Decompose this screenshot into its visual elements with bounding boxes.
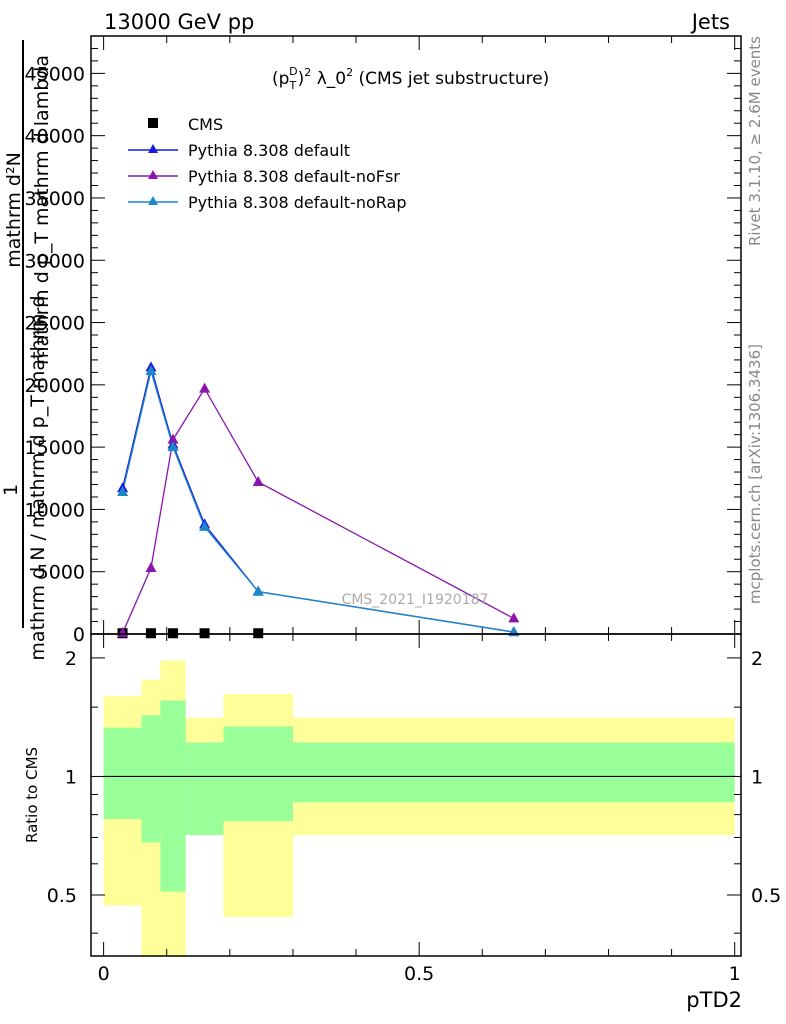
ratio-y-tick-label: 1 [65, 766, 77, 788]
ratio-y-tick-label-right: 0.5 [751, 885, 781, 907]
series-point-norap [167, 441, 179, 452]
series-line-norap [121, 368, 514, 633]
ratio-band-green [141, 715, 161, 843]
legend: CMS Pythia 8.308 default Pythia 8.308 de… [128, 115, 406, 212]
series-point-nofsr [252, 476, 264, 486]
main-plot-layer: 0 5000 10000 15000 20000 25000 30000 35000 40000… [25, 36, 741, 646]
series-point-norap [199, 520, 211, 531]
ratio-panel: 0.5 0.5 1 1 2 2 0 0.5 1 Ratio to CMS pTD2 [23, 633, 781, 1012]
ratio-y-tick-label-right: 2 [751, 648, 763, 670]
mcplots-label: mcplots.cern.ch [arXiv:1306.3436] [746, 344, 764, 604]
main-y-tick-label: 10000 [25, 499, 85, 521]
ratio-band-green [223, 726, 293, 822]
rivet-label: Rivet 3.1.10, ≥ 2.6M events [746, 36, 764, 246]
title-p: (p [272, 69, 289, 89]
title-close: ) [298, 69, 305, 89]
title-sq2: 2 [346, 66, 353, 79]
main-y-tick-label: 15000 [25, 437, 85, 459]
main-panel: 0 5000 10000 15000 20000 25000 30000 35000 40000… [0, 35, 742, 661]
ratio-y-label: Ratio to CMS [23, 747, 41, 843]
legend-label-nofsr: Pythia 8.308 default-noFsr [188, 167, 400, 186]
title-sq: 2 [304, 66, 311, 79]
ratio-y-tick-label-right: 1 [751, 766, 763, 788]
y-label-line-3: 1 [0, 484, 22, 496]
legend-label-default: Pythia 8.308 default [188, 141, 350, 160]
ratio-band-green [292, 742, 735, 803]
main-y-tick-label: 35000 [25, 188, 85, 210]
main-y-tick-label: 30000 [25, 250, 85, 272]
ratio-plot-layer: 0.5 0.5 1 1 2 2 0 0.5 1 [47, 634, 781, 985]
ratio-x-tick-label: 0 [98, 963, 110, 985]
main-y-tick-label: 45000 [25, 63, 85, 85]
ratio-frame [90, 633, 742, 957]
x-axis-label: pTD2 [686, 988, 742, 1012]
y-label-fraction-bar-1 [22, 40, 24, 386]
legend-entry-default: Pythia 8.308 default [128, 141, 350, 160]
title-rest: (CMS jet substructure) [353, 69, 549, 89]
series-point-nofsr [508, 612, 520, 623]
y-label-line-2: mathrm d p_T mathrm d lambda [31, 55, 53, 365]
ratio-band-green [185, 742, 224, 836]
main-y-tick-label: 5000 [37, 562, 85, 584]
series-point-norap [117, 486, 129, 496]
ratio-band-green [160, 700, 186, 892]
main-y-tick-label: 40000 [25, 126, 85, 148]
legend-entry-cms: CMS [148, 115, 223, 134]
header-right: Jets [690, 10, 730, 34]
main-title: (pTD)2 λ_02 (CMS jet substructure) [272, 65, 549, 92]
title-lambda: λ_0 [311, 69, 346, 89]
main-y-tick-label: 20000 [25, 375, 85, 397]
main-y-tick-label: 25000 [25, 313, 85, 335]
header-left: 13000 GeV pp [104, 10, 254, 34]
legend-label-cms: CMS [188, 115, 223, 134]
series-point-norap [252, 585, 264, 596]
ratio-y-tick-label: 0.5 [47, 885, 77, 907]
legend-entry-norap: Pythia 8.308 default-noRap [128, 193, 406, 212]
ratio-band-green [103, 727, 142, 819]
ratio-y-tick-label: 2 [65, 648, 77, 670]
series-point-nofsr [199, 382, 211, 393]
ratio-x-tick-label: 1 [729, 963, 741, 985]
y-label-line-4: mathrm d N / mathrm d p_T mathrm d [27, 295, 49, 660]
legend-label-norap: Pythia 8.308 default-noRap [188, 193, 406, 212]
legend-marker-nofsr [148, 170, 158, 179]
legend-entry-nofsr: Pythia 8.308 default-noFsr [128, 167, 400, 186]
legend-marker-norap [148, 196, 158, 205]
series-point-nofsr [145, 562, 157, 572]
y-label-fraction-bar-2 [22, 352, 24, 628]
title-sup: D [289, 65, 297, 78]
ratio-x-tick-label: 0.5 [404, 963, 434, 985]
series-line-nofsr [122, 387, 515, 634]
y-label-line-1: mathrm d²N [3, 152, 25, 268]
series-point-norap [145, 365, 157, 376]
legend-marker-default [148, 144, 158, 153]
watermark: CMS_2021_I1920187 [342, 592, 489, 608]
legend-marker-cms [148, 118, 158, 128]
series-point-nofsr [167, 433, 179, 444]
title-sub: T [288, 79, 296, 92]
main-y-tick-label: 0 [73, 624, 85, 646]
